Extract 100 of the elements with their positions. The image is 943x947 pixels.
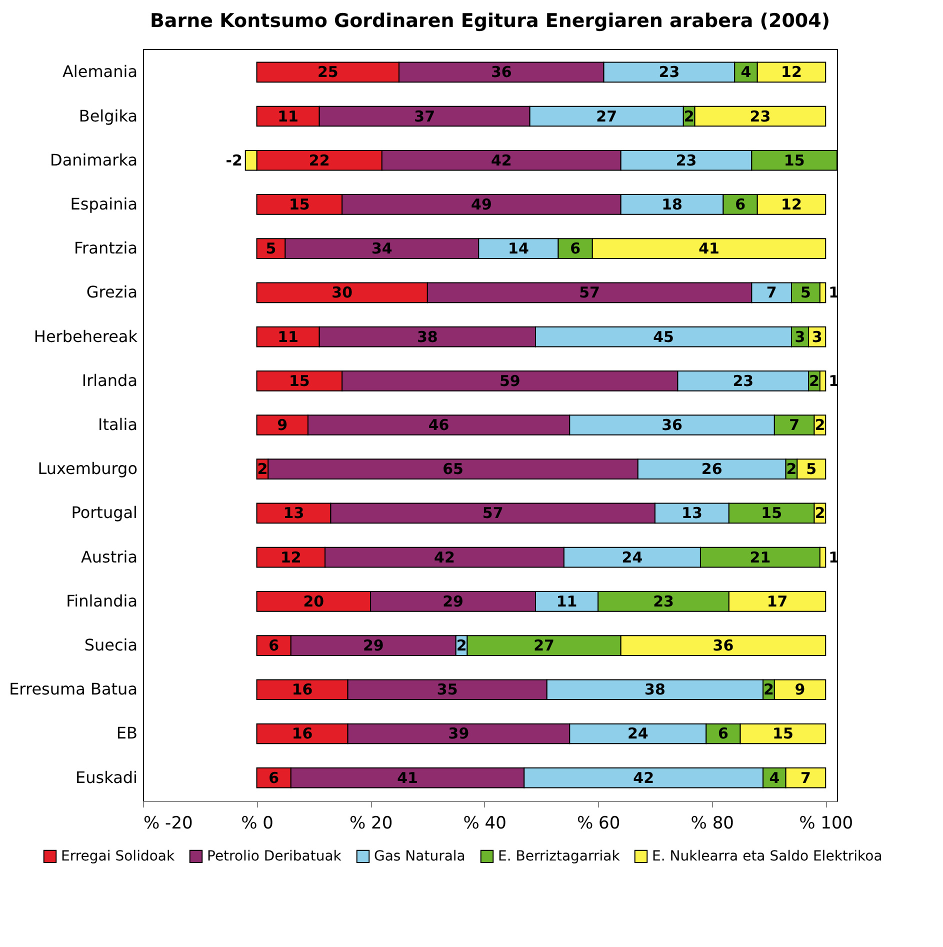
y-tick-label: Espainia: [70, 194, 138, 214]
data-label: 11: [278, 107, 298, 126]
legend-label: Erregai Solidoak: [61, 848, 176, 864]
data-label: 18: [662, 195, 682, 214]
data-label: 30: [332, 284, 353, 302]
data-label: 15: [288, 195, 310, 214]
data-label: 12: [280, 548, 302, 566]
y-tick-label: Grezia: [86, 282, 138, 302]
data-label: -2: [226, 151, 242, 170]
data-label: 15: [761, 504, 782, 522]
data-label: 13: [283, 504, 304, 522]
data-label: 12: [781, 63, 802, 82]
data-label: 34: [371, 240, 392, 258]
data-label: 2: [764, 680, 774, 699]
data-label: 7: [800, 768, 811, 787]
data-label: 21: [750, 548, 771, 566]
data-label: 37: [414, 107, 436, 126]
data-label: 5: [806, 460, 817, 478]
data-label: 29: [362, 636, 384, 655]
data-label: 59: [499, 372, 520, 390]
data-label: 12: [781, 195, 802, 214]
data-label: 23: [653, 592, 674, 610]
data-label: 38: [644, 680, 666, 699]
y-tick-label: Irlanda: [82, 370, 138, 390]
data-label: 65: [442, 460, 464, 478]
data-label: 57: [579, 284, 600, 302]
data-label: 41: [698, 240, 720, 258]
data-label: 23: [750, 107, 771, 126]
data-label: 6: [718, 724, 728, 743]
data-label: 5: [800, 284, 811, 302]
data-label: 24: [627, 724, 648, 743]
data-label: 2: [809, 372, 820, 390]
y-tick-label: Portugal: [71, 503, 138, 522]
data-label: 2: [257, 460, 268, 478]
data-label: 27: [534, 636, 554, 655]
data-label: 16: [292, 724, 313, 743]
y-tick-label: Luxemburgo: [38, 459, 138, 478]
data-label: 11: [278, 328, 298, 346]
legend-label: Petrolio Deribatuak: [207, 848, 342, 864]
y-tick-label: Italia: [98, 415, 138, 434]
data-label: 4: [740, 63, 752, 82]
legend-label: E. Nuklearra eta Saldo Elektrikoa: [652, 848, 882, 864]
data-label: 17: [766, 592, 788, 610]
data-label: 3: [794, 328, 806, 346]
data-label: 45: [653, 328, 674, 346]
data-label: 35: [436, 680, 458, 699]
data-label: 4: [769, 768, 780, 787]
data-label: 9: [277, 416, 288, 434]
x-tick-label: % 100: [799, 814, 854, 834]
y-tick-label: Herbehereak: [34, 326, 138, 346]
data-label: 49: [471, 195, 492, 214]
data-label: 6: [735, 195, 746, 214]
data-label: 22: [308, 151, 330, 170]
legend-label: E. Berriztagarriak: [498, 848, 621, 864]
data-label: 1: [828, 372, 840, 390]
data-label: 6: [268, 636, 280, 655]
y-tick-label: Frantzia: [74, 238, 138, 258]
data-label: 2: [684, 107, 694, 126]
data-label: 16: [292, 680, 313, 699]
data-label: 38: [416, 328, 438, 346]
y-tick-label: Belgika: [78, 106, 138, 126]
data-label: 2: [814, 504, 826, 522]
data-label: 29: [442, 592, 464, 610]
data-label: 20: [303, 592, 324, 610]
data-label: 41: [397, 768, 418, 787]
data-label: 2: [814, 416, 826, 434]
data-label: 1: [828, 284, 840, 302]
data-label: 2: [456, 636, 467, 655]
y-tick-label: Austria: [80, 547, 138, 566]
y-tick-label: Finlandia: [66, 591, 138, 610]
data-label: 42: [434, 548, 455, 566]
x-tick-label: % -20: [144, 814, 193, 834]
data-label: 15: [288, 372, 310, 390]
data-label: 13: [682, 504, 702, 522]
data-label: 36: [490, 63, 512, 82]
data-label: 23: [732, 372, 754, 390]
data-label: 2: [786, 460, 797, 478]
data-label: 9: [794, 680, 806, 699]
data-label: 26: [701, 460, 722, 478]
data-label: 42: [490, 151, 512, 170]
data-label: 6: [570, 240, 581, 258]
y-tick-label: Danimarka: [50, 150, 138, 170]
data-label: 7: [789, 416, 800, 434]
x-tick-label: % 40: [463, 814, 506, 834]
x-tick-label: % 20: [349, 814, 393, 834]
data-label: 3: [812, 328, 822, 346]
data-label: 36: [712, 636, 734, 655]
x-tick-label: % 60: [576, 814, 620, 834]
x-tick-label: % 0: [241, 814, 274, 834]
data-label: 6: [268, 768, 280, 787]
legend-label: Gas Naturala: [374, 848, 466, 864]
data-label: 36: [662, 416, 682, 434]
y-tick-label: Erresuma Batua: [9, 680, 138, 699]
data-label: 57: [482, 504, 504, 522]
data-label: 23: [658, 63, 680, 82]
data-label: 15: [784, 151, 805, 170]
x-tick-label: % 80: [690, 814, 734, 834]
y-tick-label: EB: [116, 724, 138, 743]
y-tick-label: Alemania: [62, 62, 138, 82]
data-label: 15: [772, 724, 794, 743]
